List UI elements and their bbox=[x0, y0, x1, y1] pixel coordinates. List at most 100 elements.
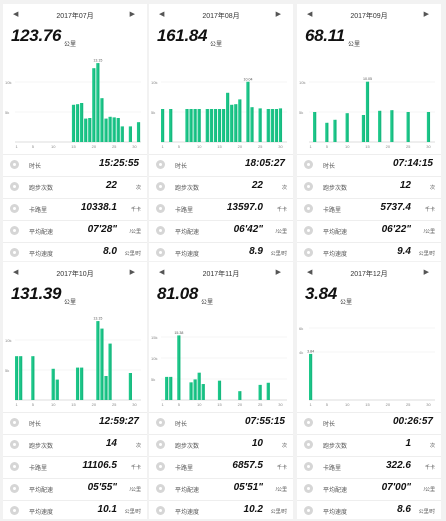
chevron-right-icon[interactable]: ▶ bbox=[129, 11, 135, 18]
bar[interactable] bbox=[197, 372, 201, 400]
bar[interactable] bbox=[112, 117, 116, 142]
chevron-left-icon[interactable]: ◀ bbox=[307, 269, 313, 276]
x-tick-label: 20 bbox=[92, 402, 97, 407]
chevron-right-icon[interactable]: ▶ bbox=[275, 11, 281, 18]
bar[interactable] bbox=[169, 109, 173, 142]
bar[interactable] bbox=[100, 328, 104, 400]
bar-shade bbox=[310, 353, 313, 400]
bar[interactable] bbox=[246, 81, 250, 142]
chevron-right-icon[interactable]: ▶ bbox=[129, 269, 135, 276]
bar[interactable] bbox=[88, 118, 92, 142]
bar[interactable] bbox=[390, 110, 394, 142]
bar[interactable] bbox=[189, 109, 193, 142]
bar[interactable] bbox=[325, 122, 329, 142]
x-tick-label: 25 bbox=[258, 144, 263, 149]
bar[interactable] bbox=[209, 109, 213, 142]
bar[interactable] bbox=[165, 376, 169, 400]
y-tick-label: 4k bbox=[299, 350, 303, 355]
bar[interactable] bbox=[120, 126, 124, 142]
bar[interactable] bbox=[266, 109, 270, 142]
bar[interactable] bbox=[96, 321, 100, 400]
x-tick-label: 5 bbox=[326, 144, 329, 149]
bar-shade bbox=[98, 63, 100, 142]
chevron-right-icon[interactable]: ▶ bbox=[423, 11, 429, 18]
stat-unit: /公里 bbox=[423, 487, 435, 493]
bar[interactable] bbox=[169, 376, 173, 400]
stat-icon bbox=[304, 226, 313, 235]
bar[interactable] bbox=[96, 63, 100, 142]
bar[interactable] bbox=[84, 118, 88, 142]
bar[interactable] bbox=[217, 109, 222, 142]
bar[interactable] bbox=[426, 112, 431, 142]
bar[interactable] bbox=[71, 104, 76, 142]
bar[interactable] bbox=[234, 104, 238, 142]
bar[interactable] bbox=[92, 68, 96, 142]
bar[interactable] bbox=[31, 356, 35, 400]
bar-shade bbox=[77, 104, 80, 142]
stat-row: 平均配速 05'51" /公里 bbox=[149, 478, 293, 500]
bar[interactable] bbox=[406, 112, 410, 142]
bar[interactable] bbox=[226, 92, 230, 142]
bar[interactable] bbox=[19, 356, 23, 400]
chevron-left-icon[interactable]: ◀ bbox=[13, 269, 19, 276]
y-tick-label: 5k bbox=[151, 110, 155, 115]
bar[interactable] bbox=[136, 122, 141, 142]
bar[interactable] bbox=[116, 118, 120, 142]
bar[interactable] bbox=[128, 373, 132, 400]
bar-shade bbox=[106, 118, 108, 142]
bar[interactable] bbox=[365, 81, 370, 142]
bar-shade bbox=[179, 335, 181, 400]
bar[interactable] bbox=[108, 343, 112, 400]
bar[interactable] bbox=[193, 109, 197, 142]
bar[interactable] bbox=[230, 104, 234, 142]
chevron-left-icon[interactable]: ◀ bbox=[307, 11, 313, 18]
bar[interactable] bbox=[177, 335, 181, 400]
bar[interactable] bbox=[75, 367, 80, 400]
bar[interactable] bbox=[333, 119, 337, 142]
bar[interactable] bbox=[108, 116, 112, 142]
bar[interactable] bbox=[217, 380, 222, 400]
bar[interactable] bbox=[378, 110, 382, 142]
bar[interactable] bbox=[51, 368, 55, 400]
chevron-left-icon[interactable]: ◀ bbox=[159, 11, 165, 18]
bar[interactable] bbox=[238, 99, 242, 142]
bar[interactable] bbox=[128, 126, 132, 142]
total-distance: 81.08 bbox=[157, 284, 199, 303]
bar[interactable] bbox=[309, 353, 313, 400]
bar[interactable] bbox=[270, 109, 274, 142]
chevron-right-icon[interactable]: ▶ bbox=[275, 269, 281, 276]
bar[interactable] bbox=[80, 103, 84, 142]
bar[interactable] bbox=[258, 108, 262, 142]
bar[interactable] bbox=[80, 367, 84, 400]
bar-shade bbox=[195, 109, 197, 142]
bar[interactable] bbox=[55, 379, 59, 400]
x-tick-label: 15 bbox=[217, 144, 222, 149]
bar[interactable] bbox=[185, 109, 189, 142]
bar[interactable] bbox=[193, 379, 197, 400]
bar[interactable] bbox=[15, 356, 19, 400]
bar[interactable] bbox=[201, 384, 205, 400]
bar[interactable] bbox=[104, 376, 108, 400]
bar[interactable] bbox=[161, 109, 165, 142]
bar[interactable] bbox=[100, 98, 104, 142]
bar[interactable] bbox=[75, 104, 80, 142]
chevron-left-icon[interactable]: ◀ bbox=[13, 11, 19, 18]
bar[interactable] bbox=[221, 109, 226, 142]
bar[interactable] bbox=[213, 109, 218, 142]
chevron-right-icon[interactable]: ▶ bbox=[423, 269, 429, 276]
bar[interactable] bbox=[274, 109, 278, 142]
chevron-left-icon[interactable]: ◀ bbox=[159, 269, 165, 276]
bar[interactable] bbox=[104, 118, 108, 142]
bar[interactable] bbox=[313, 112, 317, 142]
bar[interactable] bbox=[197, 109, 201, 142]
stat-label: 平均配速 bbox=[323, 488, 348, 494]
bar[interactable] bbox=[278, 108, 283, 142]
bar[interactable] bbox=[250, 107, 254, 142]
bar[interactable] bbox=[266, 382, 270, 400]
bar[interactable] bbox=[361, 115, 366, 142]
bar[interactable] bbox=[345, 113, 349, 142]
bar[interactable] bbox=[258, 384, 262, 400]
bar[interactable] bbox=[205, 109, 209, 142]
bar[interactable] bbox=[238, 391, 242, 400]
bar[interactable] bbox=[189, 382, 193, 400]
